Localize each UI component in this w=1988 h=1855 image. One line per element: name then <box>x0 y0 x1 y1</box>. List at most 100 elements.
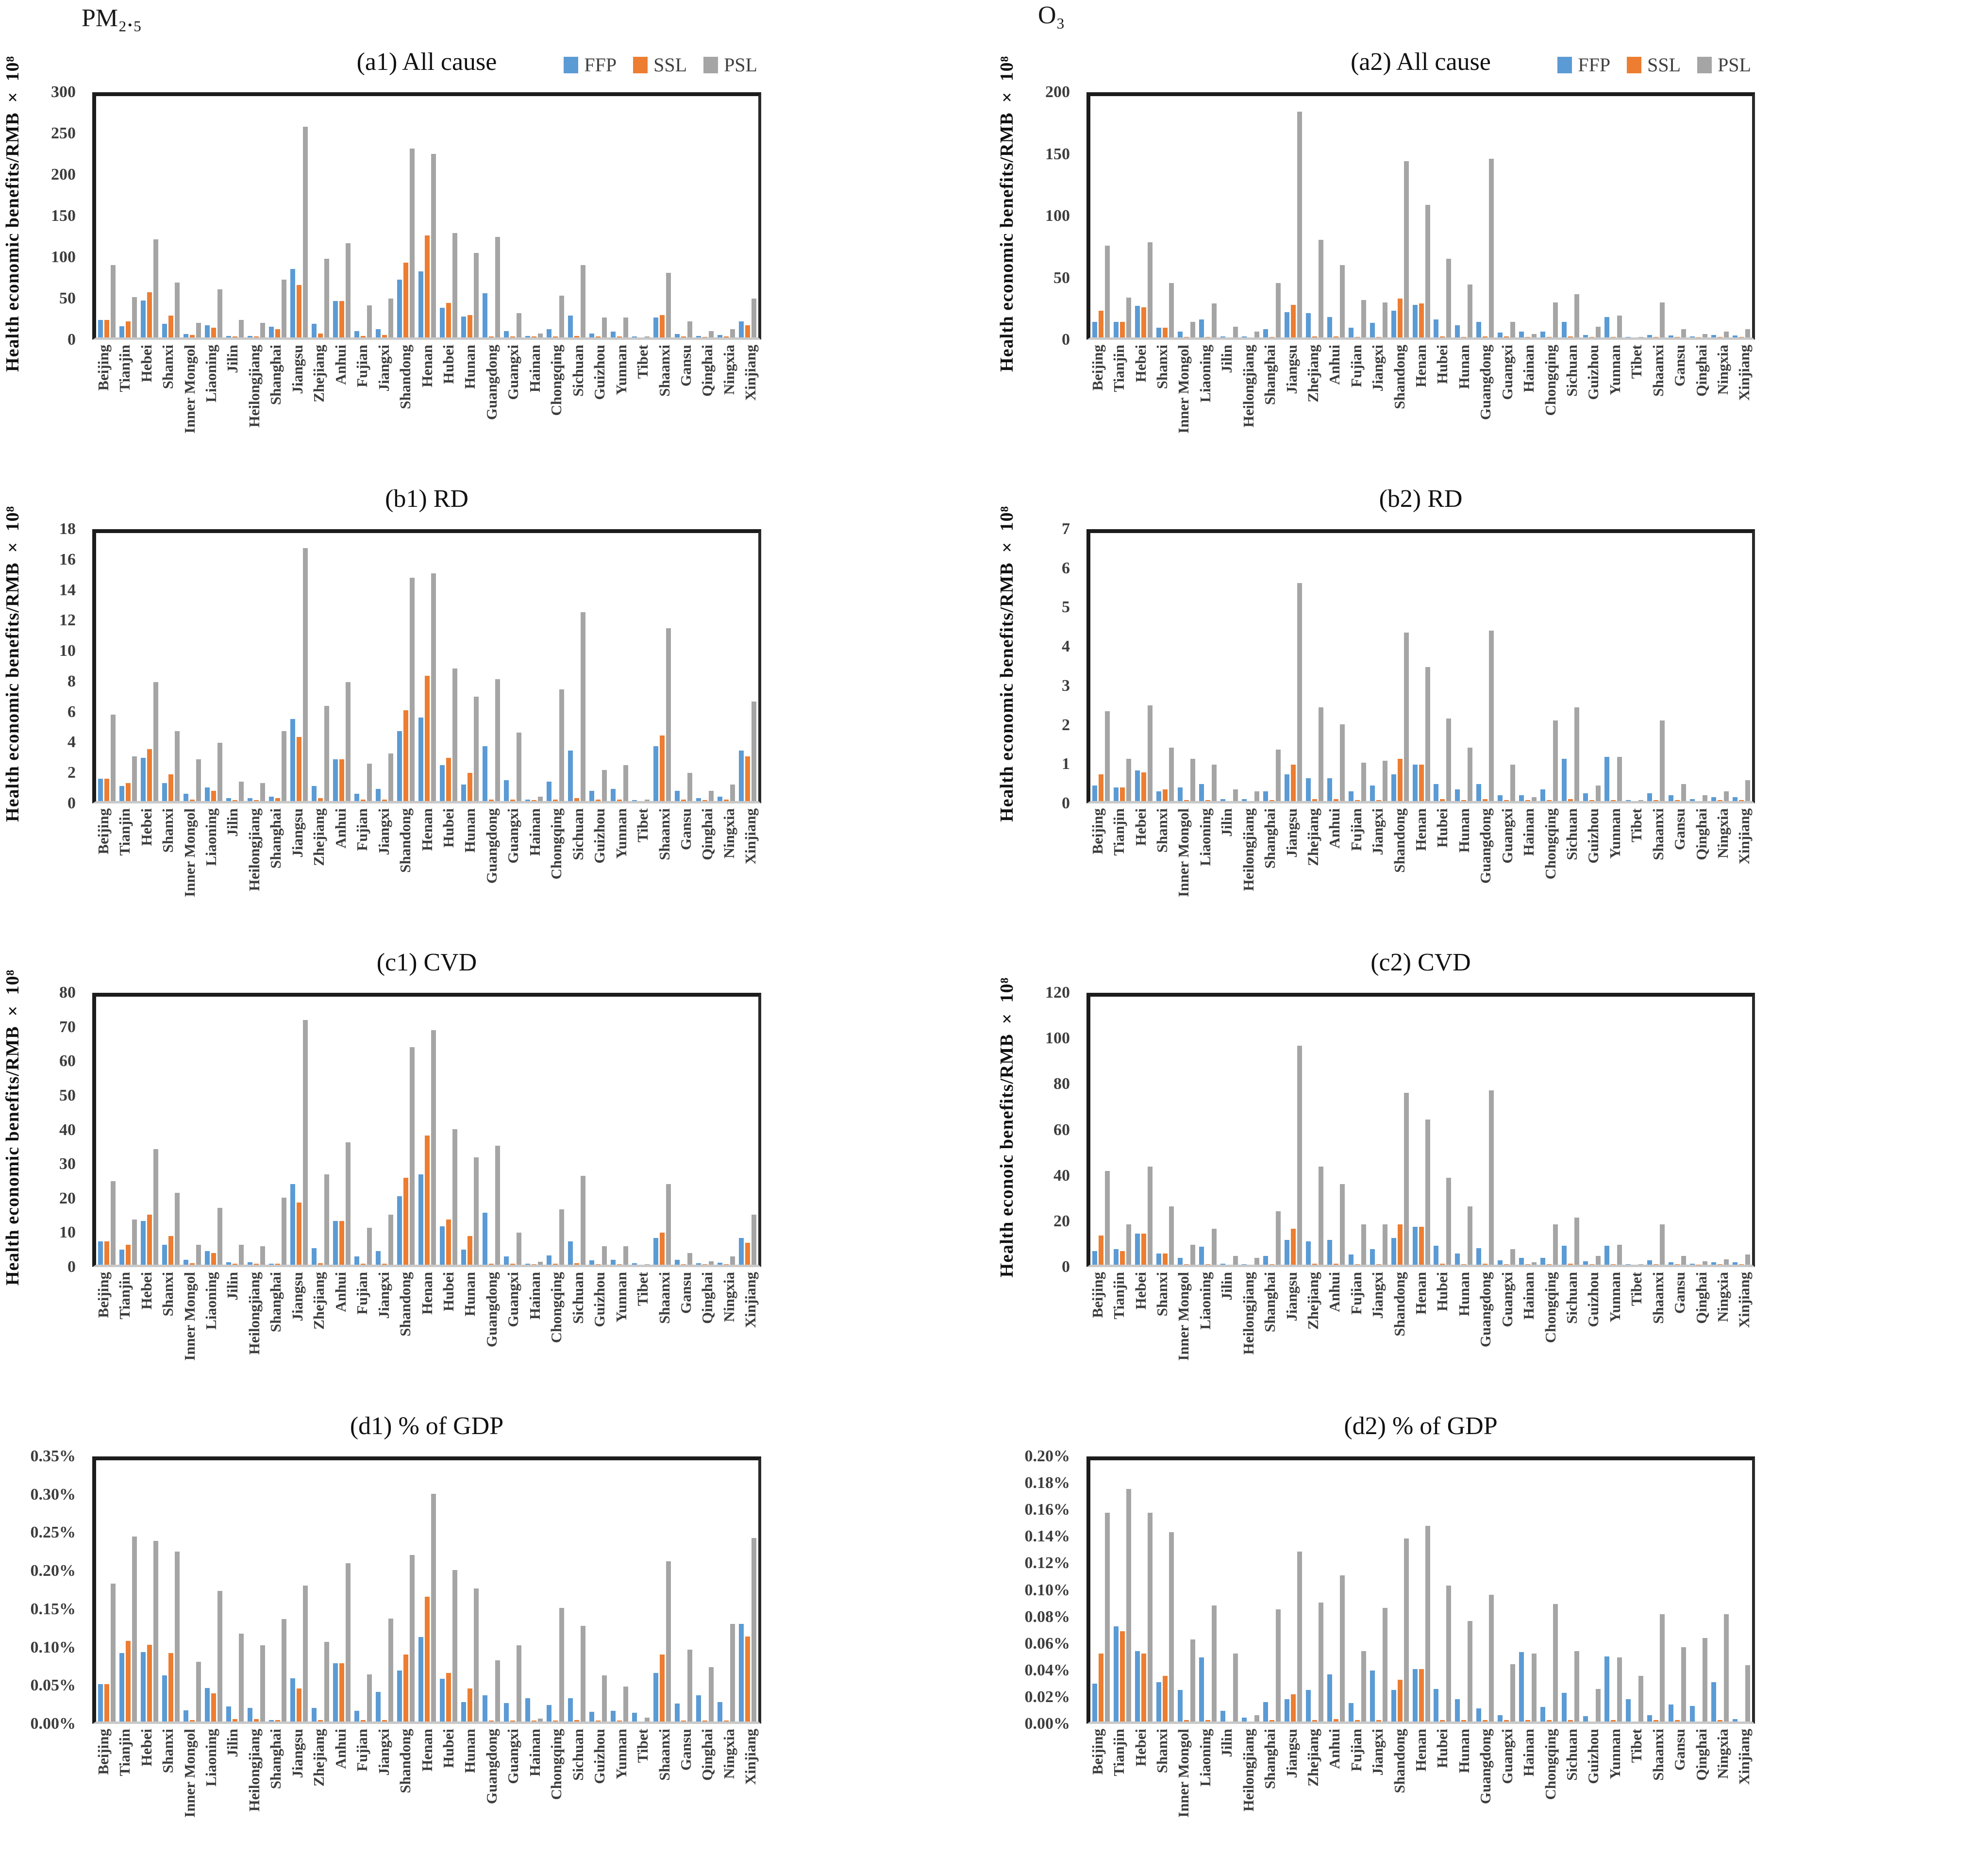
bar-psl <box>1403 633 1409 801</box>
x-tick-label: Xinjiang <box>742 1272 759 1328</box>
bar-ffp <box>1327 778 1332 801</box>
bar-ssl <box>574 1720 579 1721</box>
x-tick-label: Anhui <box>1326 808 1343 849</box>
bar-psl <box>260 323 265 337</box>
x-tick-label: Shaanxi <box>655 1729 673 1781</box>
plot-area <box>1086 529 1755 803</box>
bar-group <box>1411 96 1432 337</box>
bar-ffp <box>1733 1719 1738 1721</box>
bar-group <box>1667 1460 1688 1721</box>
x-tick-label: Jiangxi <box>375 1729 392 1776</box>
bar-group <box>1389 1460 1411 1721</box>
legend-swatch <box>633 56 648 73</box>
bar-ffp <box>718 796 722 801</box>
bar-ffp <box>632 336 637 337</box>
bar-psl <box>431 1030 436 1265</box>
x-tick-label: Qinghai <box>699 345 716 397</box>
bar-group <box>1432 533 1453 801</box>
bar-ffp <box>1669 795 1674 801</box>
bar-group <box>1219 1460 1240 1721</box>
x-tick-label: Qinghai <box>1692 345 1710 397</box>
y-tick-label: 16 <box>59 550 76 568</box>
bar-psl <box>1339 1575 1345 1721</box>
bar-ssl <box>126 321 131 337</box>
bar-group <box>1304 96 1325 337</box>
bar-psl <box>1339 1184 1345 1265</box>
bar-ssl <box>745 756 750 801</box>
bar-ssl <box>1397 759 1403 801</box>
bar-ssl <box>361 335 366 337</box>
bar-psl <box>1403 1092 1409 1265</box>
bar-ssl <box>190 799 195 801</box>
x-tick-label: Guangdong <box>1477 808 1494 884</box>
x-tick-label: Tianjin <box>1110 345 1128 392</box>
x-tick-label: Zhejiang <box>1304 345 1321 402</box>
bar-ffp <box>696 335 701 337</box>
x-tick-label: Shanxi <box>1153 1729 1170 1773</box>
bar-group <box>566 1460 587 1721</box>
bar-psl <box>367 764 372 801</box>
bar-psl <box>410 578 415 801</box>
bar-ffp <box>1327 1240 1332 1265</box>
y-tick-label: 8 <box>67 672 76 690</box>
bar-group <box>1219 96 1240 337</box>
y-tick-label: 0 <box>67 331 76 349</box>
bar-ffp <box>1263 1255 1268 1265</box>
bar-ssl <box>361 1720 366 1721</box>
bar-psl <box>602 769 607 801</box>
x-tick-label: Jiangxi <box>375 808 392 855</box>
bar-ffp <box>739 1237 744 1265</box>
bar-psl <box>517 732 521 801</box>
bar-ffp <box>1113 1626 1119 1721</box>
bar-ffp <box>354 1256 359 1265</box>
bar-group <box>716 1460 737 1721</box>
chart-title: (b1) RD <box>385 485 468 513</box>
bar-ffp <box>1348 1254 1353 1265</box>
bar-ssl <box>510 1263 515 1265</box>
bar-ffp <box>333 301 338 337</box>
x-tick-label: Hubei <box>439 345 457 384</box>
bar-ffp <box>1241 799 1247 801</box>
x-tick-label: Sichuan <box>1563 1729 1580 1781</box>
bar-group <box>438 96 459 337</box>
bar-ssl <box>745 1243 750 1265</box>
bar-psl <box>1211 765 1217 801</box>
legend-label: PSL <box>1718 54 1751 76</box>
bar-psl <box>1724 1259 1729 1265</box>
legend: FFP SSL PSL <box>1557 53 1751 76</box>
bar-group <box>1453 533 1474 801</box>
x-tick-label: Henan <box>418 1272 435 1315</box>
bar-ssl <box>1162 1253 1168 1265</box>
bar-psl <box>239 782 244 801</box>
bar-group <box>1176 1460 1197 1721</box>
bar-psl <box>645 336 650 337</box>
bar-group <box>96 1460 117 1721</box>
bar-ffp <box>119 786 124 801</box>
x-tick-label: Guangdong <box>1477 345 1494 420</box>
bar-ffp <box>333 1663 338 1721</box>
x-tick-label: Yunnan <box>1606 1729 1623 1780</box>
x-tick-label: Inner Mongol <box>181 345 198 434</box>
bar-ssl <box>126 1244 131 1265</box>
x-tick-label: Liaoning <box>202 345 219 402</box>
bar-psl <box>581 1176 585 1265</box>
bar-ffp <box>205 325 210 337</box>
bar-psl <box>1233 326 1238 337</box>
bar-group <box>652 997 673 1265</box>
bar-group <box>1688 997 1709 1265</box>
bar-ffp <box>312 1248 317 1265</box>
bar-ffp <box>1370 785 1375 801</box>
bar-group <box>1240 997 1261 1265</box>
x-tick-label: Jiangxi <box>1369 808 1387 855</box>
x-tick-label: Beijing <box>1088 345 1106 391</box>
bar-group <box>374 997 395 1265</box>
bar-ffp <box>1733 335 1738 337</box>
x-tick-label: Zhejiang <box>310 1729 328 1787</box>
x-tick-label: Xinjiang <box>1736 345 1753 401</box>
bar-psl <box>239 1244 244 1265</box>
x-tick-label: Hubei <box>1434 345 1451 384</box>
bar-ssl <box>1119 321 1125 337</box>
bar-ssl <box>190 1720 195 1721</box>
bar-group <box>716 533 737 801</box>
bar-group <box>1112 533 1133 801</box>
